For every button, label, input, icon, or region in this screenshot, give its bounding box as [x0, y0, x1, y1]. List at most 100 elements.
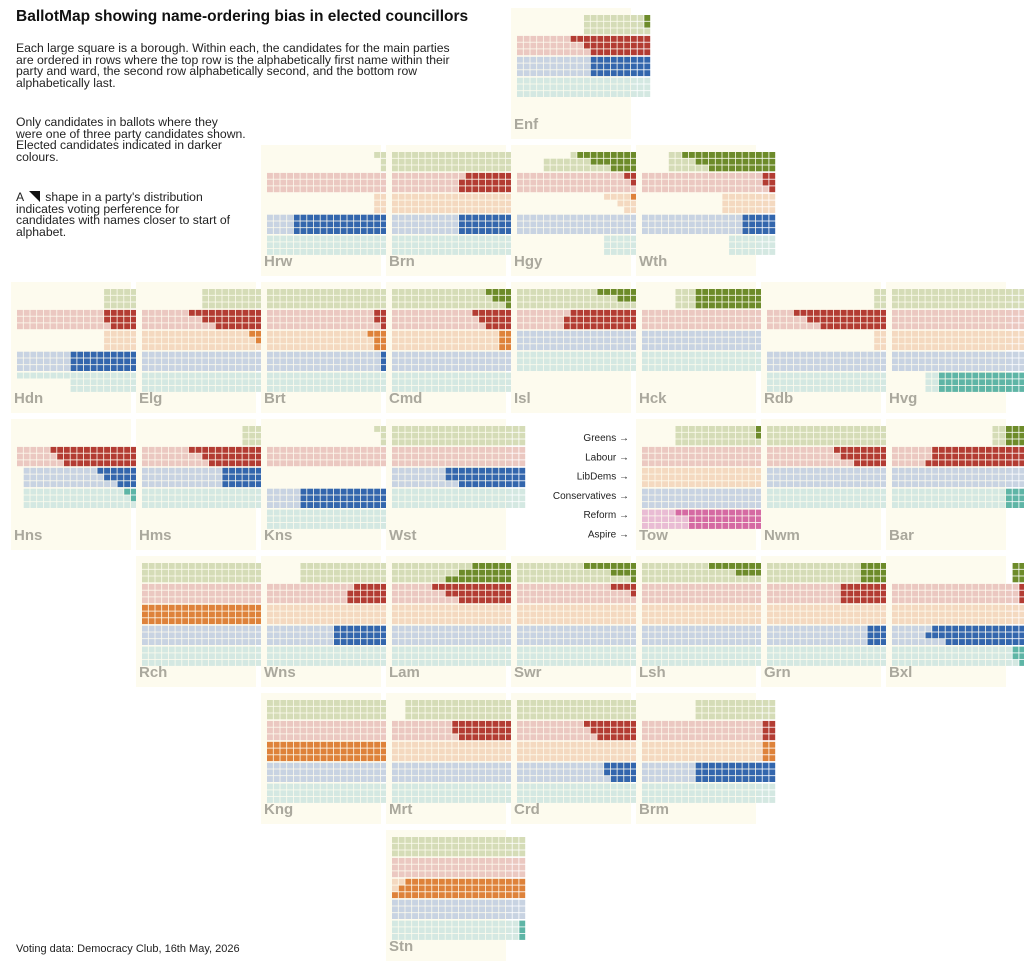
candidate-labour-square	[374, 453, 381, 460]
candidate-conservatives-square	[530, 56, 537, 63]
candidate-greens-square	[479, 289, 485, 295]
candidate-conservatives-square	[517, 70, 523, 77]
candidate-labour-square	[584, 186, 590, 193]
candidate-greens-square	[925, 302, 932, 309]
candidate-reform-square	[374, 235, 381, 242]
candidate-labour-square	[793, 446, 800, 453]
candidate-greens-square	[570, 289, 577, 295]
candidate-conservatives-square	[392, 351, 398, 358]
candidate-reform-square	[722, 358, 729, 365]
candidate-labour-square	[695, 323, 702, 330]
elected-aspire-square	[702, 509, 709, 516]
candidate-reform-square	[142, 495, 148, 502]
candidate-reform-square	[418, 235, 425, 242]
candidate-conservatives-square	[709, 228, 715, 234]
candidate-reform-square	[925, 372, 932, 379]
candidate-libdems-square	[398, 330, 405, 337]
candidate-greens-square	[550, 289, 557, 295]
candidate-conservatives-square	[517, 337, 523, 344]
elected-conservatives-square	[630, 56, 637, 63]
candidate-reform-square	[492, 495, 499, 502]
candidate-labour-square	[610, 186, 617, 193]
candidate-reform-square	[77, 495, 84, 502]
borough-tow: Tow	[636, 419, 776, 550]
elected-labour-square	[492, 179, 499, 186]
candidate-reform-square	[854, 386, 860, 392]
candidate-labour-square	[215, 590, 222, 597]
candidate-reform-square	[465, 488, 472, 495]
candidate-reform-square	[932, 495, 939, 502]
candidate-libdems-square	[182, 344, 189, 351]
candidate-reform-square	[742, 365, 749, 371]
candidate-reform-square	[354, 242, 360, 249]
candidate-reform-square	[755, 249, 762, 255]
candidate-reform-square	[17, 372, 23, 379]
candidate-labour-square	[182, 583, 189, 590]
candidate-conservatives-square	[182, 365, 189, 371]
candidate-labour-square	[300, 172, 307, 179]
candidate-reform-square	[485, 386, 492, 392]
candidate-labour-square	[465, 446, 472, 453]
elected-labour-square	[813, 309, 820, 316]
candidate-greens-square	[537, 302, 543, 309]
candidate-conservatives-square	[517, 221, 523, 228]
elected-labour-square	[255, 316, 262, 323]
elected-reform-square	[938, 386, 945, 392]
elected-reform-square	[1019, 379, 1024, 386]
candidate-reform-square	[405, 372, 412, 379]
candidate-libdems-square	[742, 207, 749, 214]
candidate-conservatives-square	[867, 467, 874, 474]
candidate-conservatives-square	[148, 358, 155, 365]
elected-labour-square	[979, 453, 985, 460]
elected-labour-square	[617, 42, 624, 49]
candidate-labour-square	[425, 453, 432, 460]
candidate-greens-square	[624, 21, 631, 28]
elected-labour-square	[242, 453, 249, 460]
candidate-greens-square	[405, 432, 412, 439]
elected-labour-square	[637, 42, 644, 49]
candidate-conservatives-square	[675, 214, 682, 221]
candidate-labour-square	[77, 323, 84, 330]
candidate-labour-square	[432, 316, 439, 323]
candidate-greens-square	[195, 569, 202, 576]
elected-conservatives-square	[117, 351, 124, 358]
elected-labour-square	[932, 460, 939, 467]
elected-greens-square	[749, 165, 756, 172]
elected-reform-square	[1012, 495, 1019, 502]
candidate-labour-square	[340, 323, 347, 330]
candidate-conservatives-square	[557, 330, 564, 337]
candidate-conservatives-square	[70, 474, 77, 481]
candidate-conservatives-square	[867, 474, 874, 481]
elected-labour-square	[860, 323, 867, 330]
candidate-labour-square	[23, 309, 30, 316]
candidate-greens-square	[398, 426, 405, 432]
candidate-labour-square	[537, 309, 543, 316]
elected-libdems-square	[499, 330, 506, 337]
elected-reform-square	[972, 386, 979, 392]
candidate-labour-square	[695, 446, 702, 453]
candidate-labour-square	[793, 316, 800, 323]
candidate-reform-square	[624, 358, 631, 365]
candidate-conservatives-square	[255, 625, 262, 632]
candidate-reform-square	[432, 488, 439, 495]
elected-aspire-square	[755, 523, 762, 529]
candidate-conservatives-square	[23, 358, 30, 365]
candidate-reform-square	[854, 502, 860, 508]
candidate-reform-square	[597, 84, 604, 91]
candidate-labour-square	[445, 323, 452, 330]
candidate-conservatives-square	[584, 330, 590, 337]
candidate-reform-square	[334, 523, 340, 529]
candidate-labour-square	[729, 323, 735, 330]
candidate-greens-square	[418, 432, 425, 439]
candidate-reform-square	[188, 488, 195, 495]
candidate-labour-square	[412, 316, 418, 323]
elected-libdems-square	[148, 611, 155, 618]
elected-aspire-square	[702, 516, 709, 523]
candidate-greens-square	[840, 439, 847, 446]
candidate-reform-square	[313, 523, 320, 529]
elected-conservatives-square	[300, 221, 307, 228]
candidate-conservatives-square	[215, 358, 222, 365]
candidate-reform-square	[813, 502, 820, 508]
candidate-labour-square	[432, 309, 439, 316]
candidate-reform-square	[438, 488, 445, 495]
